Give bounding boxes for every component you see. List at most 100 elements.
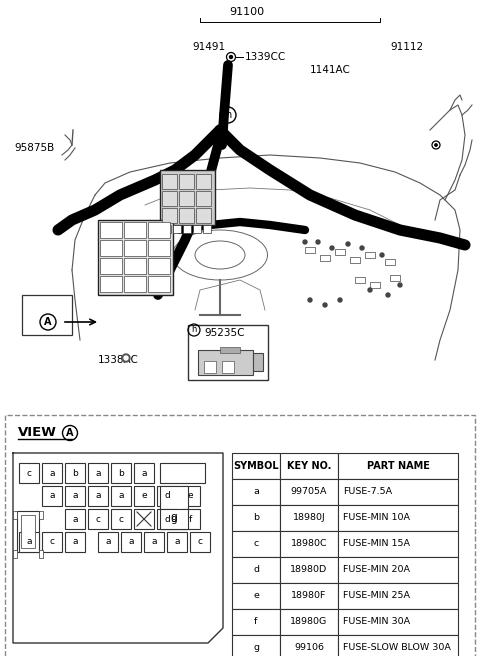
- Bar: [232, 609, 280, 635]
- Text: A: A: [44, 317, 52, 327]
- Bar: [88, 486, 108, 506]
- Bar: [232, 453, 280, 479]
- Bar: [390, 275, 400, 281]
- Bar: [173, 225, 181, 233]
- Circle shape: [316, 240, 320, 244]
- Bar: [65, 532, 85, 552]
- Bar: [134, 463, 154, 483]
- Bar: [179, 208, 194, 223]
- Circle shape: [360, 246, 364, 250]
- Text: 18980J: 18980J: [293, 514, 325, 522]
- Bar: [39, 550, 43, 558]
- Bar: [232, 635, 280, 656]
- Bar: [124, 222, 146, 238]
- Text: FUSE-MIN 15A: FUSE-MIN 15A: [343, 539, 410, 548]
- Bar: [280, 453, 338, 479]
- Bar: [98, 220, 173, 295]
- Circle shape: [122, 354, 130, 362]
- Text: FUSE-MIN 20A: FUSE-MIN 20A: [343, 565, 410, 575]
- Text: d: d: [253, 565, 259, 575]
- Text: f: f: [254, 617, 258, 626]
- Text: a: a: [141, 468, 147, 478]
- Text: a: a: [174, 537, 180, 546]
- Bar: [338, 505, 458, 531]
- Bar: [183, 225, 191, 233]
- Bar: [42, 532, 62, 552]
- Bar: [338, 453, 458, 479]
- Text: 91100: 91100: [229, 7, 264, 17]
- Bar: [338, 609, 458, 635]
- Circle shape: [229, 56, 232, 58]
- Bar: [180, 509, 200, 529]
- Bar: [338, 479, 458, 505]
- Bar: [335, 249, 345, 255]
- Text: e: e: [187, 491, 193, 501]
- Bar: [196, 208, 211, 223]
- Bar: [19, 463, 39, 483]
- Text: 95235C: 95235C: [204, 328, 244, 338]
- Bar: [179, 174, 194, 189]
- Text: d: d: [164, 514, 170, 523]
- Bar: [144, 532, 164, 552]
- Bar: [370, 282, 380, 288]
- Text: 99106: 99106: [294, 644, 324, 653]
- Text: a: a: [72, 514, 78, 523]
- Bar: [124, 240, 146, 256]
- Text: b: b: [118, 468, 124, 478]
- Circle shape: [330, 246, 334, 250]
- Bar: [134, 509, 154, 529]
- Text: h: h: [225, 110, 231, 120]
- Bar: [232, 531, 280, 557]
- Bar: [100, 240, 122, 256]
- Bar: [338, 557, 458, 583]
- Bar: [338, 583, 458, 609]
- Text: FUSE-MIN 25A: FUSE-MIN 25A: [343, 592, 410, 600]
- Text: 1339CC: 1339CC: [245, 52, 286, 62]
- Text: a: a: [72, 537, 78, 546]
- Text: f: f: [188, 514, 192, 523]
- Bar: [196, 191, 211, 206]
- Text: a: a: [95, 468, 101, 478]
- Bar: [160, 170, 215, 225]
- Bar: [232, 479, 280, 505]
- Text: 18980G: 18980G: [290, 617, 328, 626]
- Bar: [365, 252, 375, 258]
- Bar: [88, 509, 108, 529]
- Text: c: c: [197, 537, 203, 546]
- Bar: [19, 532, 39, 552]
- Bar: [253, 353, 263, 371]
- Bar: [5, 415, 475, 656]
- Bar: [100, 222, 122, 238]
- Circle shape: [346, 242, 350, 246]
- Text: PART NAME: PART NAME: [367, 461, 430, 471]
- Text: c: c: [49, 537, 55, 546]
- Text: a: a: [95, 491, 101, 501]
- Text: 18980D: 18980D: [290, 565, 328, 575]
- Bar: [280, 635, 338, 656]
- Bar: [98, 532, 118, 552]
- Text: 95875B: 95875B: [14, 143, 54, 153]
- Text: a: a: [72, 491, 78, 501]
- Bar: [193, 225, 201, 233]
- Bar: [350, 257, 360, 263]
- Bar: [232, 583, 280, 609]
- Text: c: c: [253, 539, 259, 548]
- Text: g: g: [253, 644, 259, 653]
- Text: KEY NO.: KEY NO.: [287, 461, 331, 471]
- Text: 91188: 91188: [100, 255, 133, 265]
- Text: a: a: [151, 537, 157, 546]
- Bar: [232, 505, 280, 531]
- Bar: [222, 361, 234, 373]
- Bar: [162, 191, 177, 206]
- Bar: [220, 347, 240, 353]
- Bar: [39, 511, 43, 519]
- Text: SYMBOL: SYMBOL: [233, 461, 279, 471]
- Circle shape: [380, 253, 384, 257]
- Bar: [280, 557, 338, 583]
- Bar: [65, 509, 85, 529]
- Bar: [320, 255, 330, 261]
- Text: 1141AC: 1141AC: [310, 65, 351, 75]
- Bar: [88, 463, 108, 483]
- Text: b: b: [72, 468, 78, 478]
- Text: g: g: [171, 512, 177, 522]
